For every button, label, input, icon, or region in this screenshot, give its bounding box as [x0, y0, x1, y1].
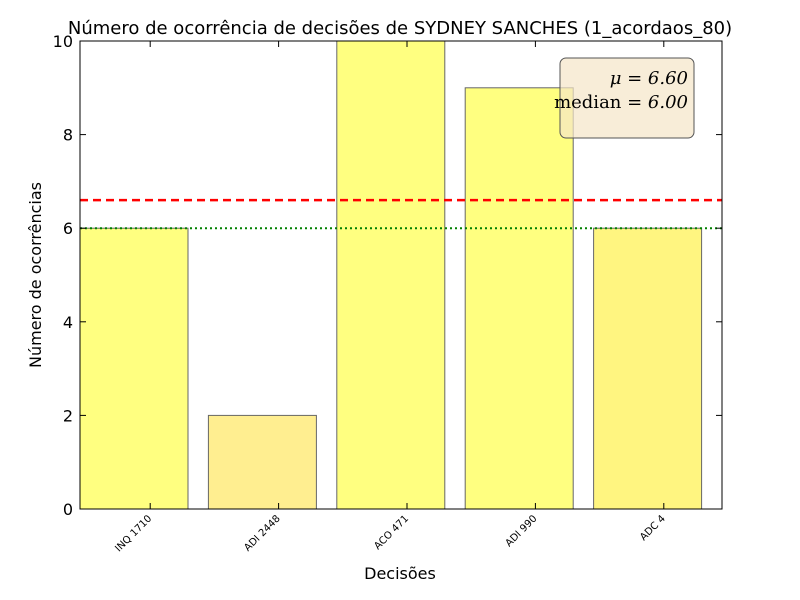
- stats-box: μ = 6.60 median = 6.00: [554, 57, 695, 139]
- y-tick-label: 4: [63, 313, 73, 332]
- reference-lines: [80, 198, 722, 230]
- stats-box-background: [559, 57, 695, 139]
- mean-value: 6.60: [648, 68, 688, 89]
- y-tick-label: 0: [63, 500, 73, 519]
- bar-inq-1710: [79, 227, 189, 510]
- bar-adi-2448: [207, 414, 317, 510]
- y-tick-label: 8: [63, 126, 73, 145]
- x-tick-label-inq-1710: INQ 1710: [113, 513, 154, 554]
- y-tick-label: 2: [63, 406, 73, 425]
- bar-aco-471: [336, 40, 446, 510]
- y-axis: 0 2 4 6 8 10: [53, 32, 722, 519]
- mean-annotation: μ = 6.60: [610, 68, 688, 89]
- mean-symbol: μ: [610, 68, 622, 89]
- chart-title: Número de ocorrência de decisões de SYDN…: [68, 18, 732, 39]
- x-tick-label-adi-2448: ADI 2448: [242, 513, 282, 553]
- x-tick-label-adc-4: ADC 4: [638, 513, 668, 543]
- bar-adi-990: [464, 87, 574, 510]
- x-tick-label-adi-990: ADI 990: [504, 513, 540, 549]
- bar-adc-4: [593, 227, 703, 510]
- median-annotation: median = 6.00: [554, 92, 688, 113]
- x-axis-label: Decisões: [364, 564, 436, 583]
- mean-equals: =: [621, 68, 648, 89]
- y-tick-label: 10: [53, 32, 73, 51]
- median-label: median: [554, 92, 622, 113]
- plot-frame: [79, 40, 723, 510]
- y-tick-label: 6: [63, 219, 73, 238]
- y-axis-label: Número de ocorrências: [26, 182, 45, 368]
- median-value: 6.00: [648, 92, 688, 113]
- median-equals: =: [621, 92, 648, 113]
- x-tick-label-aco-471: ACO 471: [372, 513, 411, 552]
